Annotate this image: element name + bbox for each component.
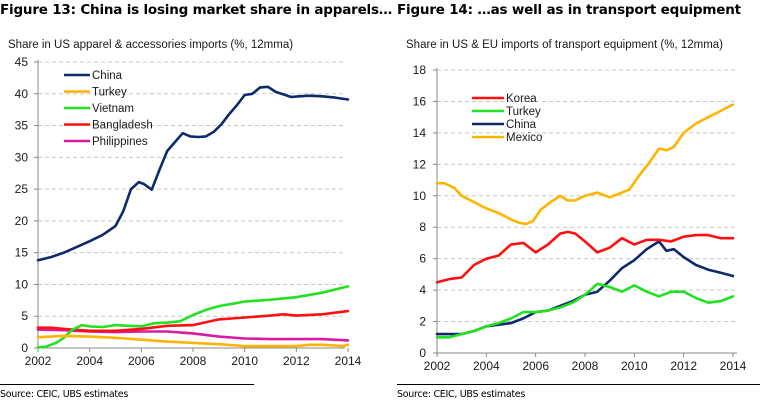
chart13-ytick-label: 35	[15, 119, 29, 133]
chart14-xtick-label: 2010	[621, 359, 648, 373]
chart13-xtick-label: 2008	[180, 354, 207, 368]
chart13-legend-label: Bangladesh	[92, 120, 153, 132]
chart13-legend-label: China	[92, 70, 123, 82]
chart13-ytick-label: 25	[15, 182, 29, 196]
figure-14-title: Figure 14: …as well as in transport equi…	[397, 2, 741, 18]
chart14-ytick-label: 12	[413, 157, 427, 171]
chart13-ytick-label: 40	[15, 87, 29, 101]
chart14-ytick-label: 0	[419, 346, 426, 360]
figure-13-source-rule	[0, 384, 254, 385]
chart14-xtick-label: 2014	[720, 359, 747, 373]
chart13-legend-label: Turkey	[92, 87, 127, 99]
chart13-xtick-label: 2010	[231, 354, 258, 368]
chart13-xtick-label: 2002	[25, 354, 52, 368]
chart14-series-mexico-line	[435, 103, 735, 226]
chart14-ytick-label: 4	[419, 283, 426, 297]
chart13-xtick-label: 2014	[335, 354, 362, 368]
chart14-ytick-label: 6	[419, 252, 426, 266]
chart13-xtick-label: 2004	[76, 354, 103, 368]
chart13-ytick-label: 45	[15, 55, 29, 69]
chart13-ytick-label: 20	[15, 214, 29, 228]
chart13-ytick-label: 30	[15, 150, 29, 164]
chart14-series-turkey-line	[435, 282, 735, 339]
chart14-ytick-label: 8	[419, 220, 426, 234]
chart14-xtick-label: 2012	[670, 359, 697, 373]
chart14-ytick-label: 2	[419, 315, 426, 329]
chart14-ytick-label: 14	[413, 126, 427, 140]
chart14-xtick-label: 2002	[424, 359, 451, 373]
chart14-series-korea-line	[435, 230, 735, 284]
figure-14-subtitle: Share in US & EU imports of transport eq…	[406, 39, 724, 51]
chart13-ytick-label: 0	[21, 341, 28, 355]
chart13-series-turkey-line	[36, 334, 350, 348]
chart14-xtick-label: 2006	[522, 359, 549, 373]
figure-14-source: Source: CEIC, UBS estimates	[397, 389, 525, 400]
chart14-ytick-label: 10	[413, 189, 427, 203]
chart14-ytick-label: 18	[413, 63, 427, 77]
chart14-legend-label: Turkey	[506, 106, 541, 118]
chart13-ytick-label: 10	[15, 277, 29, 291]
chart13-ytick-label: 15	[15, 246, 29, 260]
figure-13-title: Figure 13: China is losing market share …	[0, 2, 393, 18]
chart14-ytick-label: 16	[413, 94, 427, 108]
chart13-series-china-line	[36, 85, 350, 262]
chart14-xtick-label: 2008	[572, 359, 599, 373]
chart13-series-vietnam-line	[36, 285, 350, 349]
chart14-legend-label: China	[506, 119, 537, 131]
chart13-legend-label: Philippines	[92, 136, 148, 148]
chart14-xtick-label: 2004	[473, 359, 500, 373]
chart14-series-china-line	[435, 240, 735, 336]
figure-13-subtitle: Share in US apparel & accessories import…	[8, 39, 294, 51]
chart13-legend-label: Vietnam	[92, 103, 134, 115]
figure-13-source: Source: CEIC, UBS estimates	[0, 389, 128, 400]
chart14-legend-label: Mexico	[506, 132, 542, 144]
chart14-legend-label: Korea	[506, 93, 537, 105]
chart13-xtick-label: 2012	[283, 354, 310, 368]
figure-14-source-rule	[397, 384, 760, 385]
chart13-ytick-label: 5	[21, 309, 28, 323]
chart13-xtick-label: 2006	[128, 354, 155, 368]
